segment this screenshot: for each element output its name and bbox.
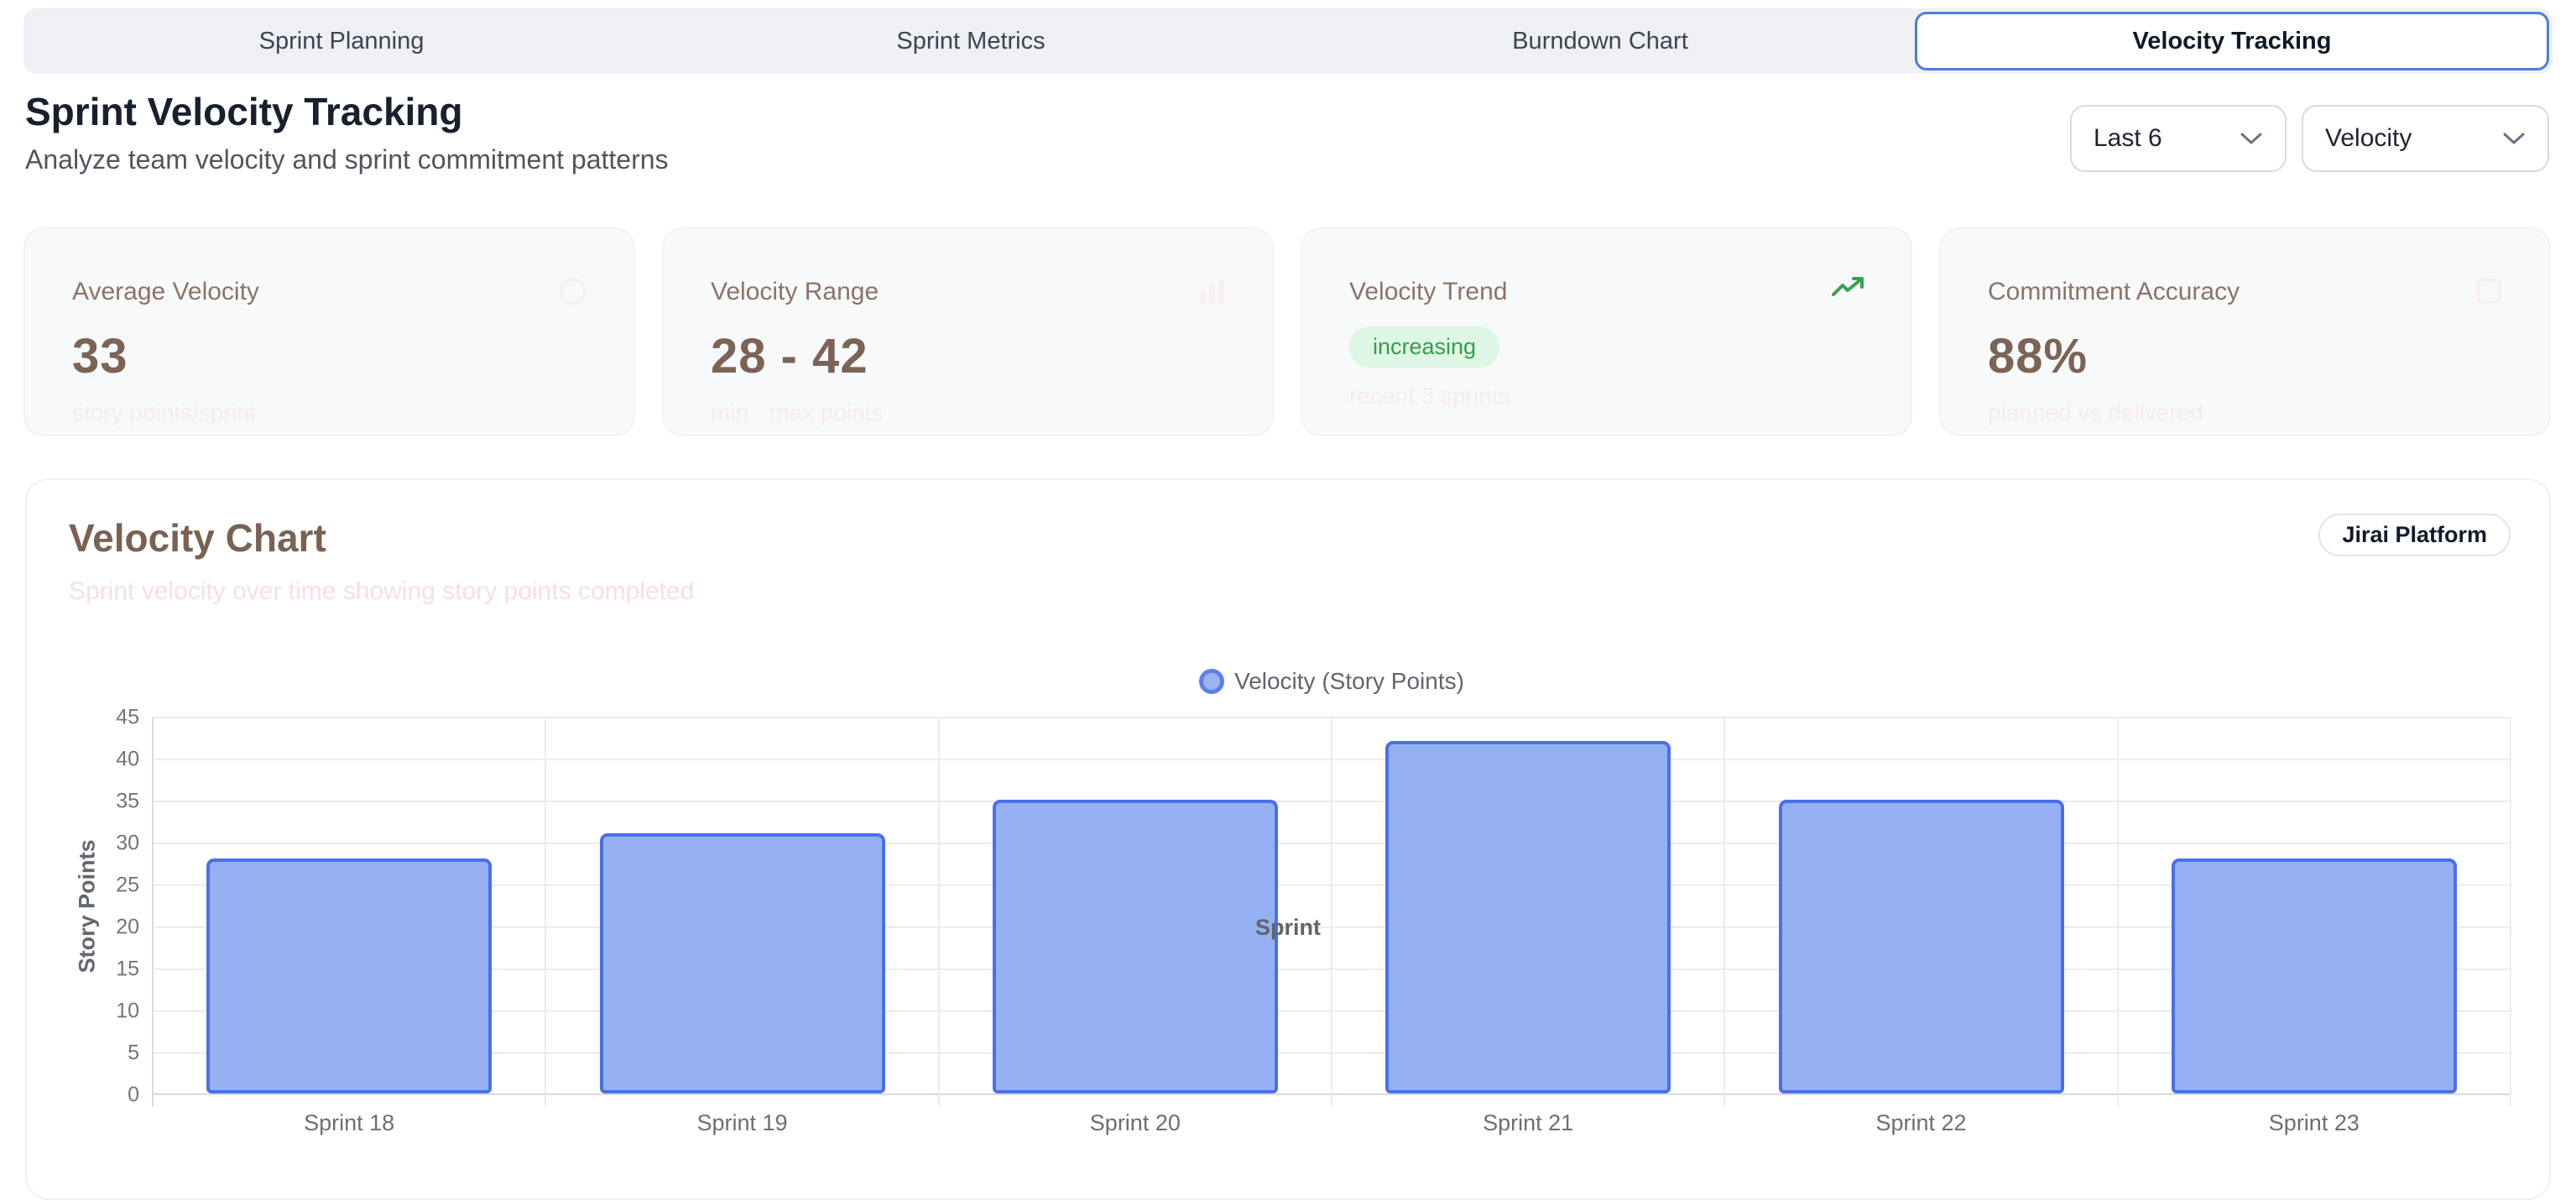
time-range-select[interactable]: Last 6 <box>2070 105 2287 172</box>
y-tick-label: 35 <box>116 789 139 813</box>
y-tick-label: 45 <box>116 705 139 729</box>
x-tick-label: Sprint 20 <box>1089 1110 1181 1135</box>
y-tick-label: 10 <box>116 999 139 1023</box>
v-gridline <box>1723 717 1726 1107</box>
stats-row: Average Velocity 33 story points/sprint … <box>23 227 2551 436</box>
activity-icon <box>558 276 588 310</box>
tab-sprint-planning[interactable]: Sprint Planning <box>258 27 425 55</box>
stat-caption: story points/sprint <box>72 399 257 425</box>
stat-caption: min - max points <box>711 399 884 425</box>
target-icon <box>2474 276 2504 310</box>
v-gridline <box>152 717 154 1107</box>
v-gridline <box>2116 717 2119 1107</box>
velocity-chart-card: Velocity Chart Sprint velocity over time… <box>25 478 2551 1200</box>
tab-burndown-chart[interactable]: Burndown Chart <box>1512 27 1688 55</box>
chevron-down-icon <box>2240 133 2262 144</box>
x-axis-title: Sprint <box>1255 915 1321 940</box>
chart-subtitle: Sprint velocity over time showing story … <box>69 577 695 605</box>
metric-value: Velocity <box>2325 124 2412 152</box>
chart-title: Velocity Chart <box>69 516 326 560</box>
v-gridline <box>1331 717 1332 1107</box>
stat-card-commitment-accuracy: Commitment Accuracy 88% planned vs deliv… <box>1939 227 2551 436</box>
bar[interactable] <box>1778 800 2064 1093</box>
trending-up-icon <box>1832 276 1865 302</box>
stat-label: Average Velocity <box>72 278 259 305</box>
page-title: Sprint Velocity Tracking <box>25 90 463 133</box>
y-tick-label: 0 <box>128 1083 139 1107</box>
v-gridline <box>937 717 940 1107</box>
plot-area: 0 5 10 15 20 25 30 35 40 45 Sprint 18 Sprint 19 Spri… <box>116 706 2511 1135</box>
bar[interactable] <box>1385 741 1671 1093</box>
stat-label: Commitment Accuracy <box>1988 278 2240 305</box>
stat-label: Velocity Trend <box>1349 278 1508 305</box>
metric-select[interactable]: Velocity <box>2302 105 2549 172</box>
x-tick-label: Sprint 18 <box>304 1110 395 1135</box>
page-subtitle: Analyze team velocity and sprint commitm… <box>25 144 669 175</box>
time-range-value: Last 6 <box>2094 124 2162 152</box>
tab-bar: Sprint Planning Sprint Metrics Burndown … <box>23 8 2553 74</box>
y-tick-label: 5 <box>128 1041 139 1065</box>
tab-velocity-tracking[interactable]: Velocity Tracking <box>1915 12 2549 70</box>
y-tick-label: 40 <box>116 747 139 771</box>
stat-caption: planned vs delivered <box>1988 399 2203 425</box>
stat-value: 28 - 42 <box>711 329 868 383</box>
y-tick-label: 30 <box>116 831 139 855</box>
stat-value: 88% <box>1988 329 2088 383</box>
stat-card-velocity-trend: Velocity Trend increasing recent 3 sprin… <box>1301 227 1912 436</box>
bar-chart-icon <box>1197 276 1227 310</box>
bar[interactable] <box>2171 858 2457 1093</box>
y-axis-title: Story Points <box>74 839 100 973</box>
x-tick-label: Sprint 21 <box>1483 1110 1574 1135</box>
v-gridline <box>545 717 547 1107</box>
legend-marker-icon <box>1199 669 1225 694</box>
y-tick-label: 20 <box>116 915 139 939</box>
stat-value: 33 <box>72 329 128 383</box>
bar[interactable] <box>992 800 1278 1093</box>
bar[interactable] <box>599 833 885 1093</box>
stat-caption: recent 3 sprints <box>1349 383 1510 409</box>
y-tick-label: 25 <box>116 873 139 897</box>
x-tick-label: Sprint 23 <box>2268 1110 2360 1135</box>
x-tick-label: Sprint 22 <box>1875 1110 1967 1135</box>
platform-badge: Jirai Platform <box>2318 514 2511 556</box>
y-tick-label: 15 <box>116 957 139 981</box>
bar[interactable] <box>206 858 493 1093</box>
stat-label: Velocity Range <box>711 278 879 305</box>
tab-sprint-metrics[interactable]: Sprint Metrics <box>896 27 1046 55</box>
stat-card-average-velocity: Average Velocity 33 story points/sprint <box>23 227 635 436</box>
stat-card-velocity-range: Velocity Range 28 - 42 min - max points <box>662 227 1274 436</box>
chart-legend: Velocity (Story Points) <box>153 663 2511 700</box>
v-gridline <box>2510 717 2511 1107</box>
legend-label: Velocity (Story Points) <box>1234 668 1464 694</box>
x-tick-label: Sprint 19 <box>696 1110 788 1135</box>
chevron-down-icon <box>2503 133 2525 144</box>
filters: Last 6 Velocity <box>2070 105 2549 172</box>
trend-status-badge: increasing <box>1349 326 1500 368</box>
